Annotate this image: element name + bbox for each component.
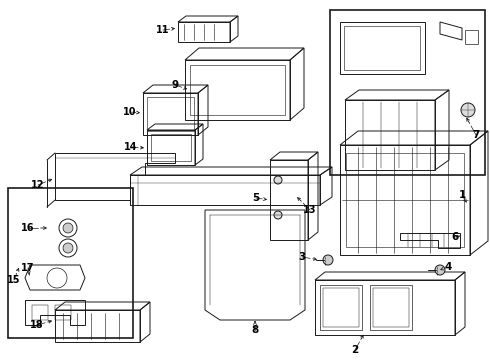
Bar <box>143 93 198 135</box>
Bar <box>8 188 133 338</box>
Text: 16: 16 <box>21 223 35 233</box>
Bar <box>315 280 455 335</box>
Bar <box>178 22 230 42</box>
Bar <box>147 130 195 165</box>
Circle shape <box>274 211 282 219</box>
Bar <box>32 305 48 320</box>
Bar <box>370 285 412 330</box>
Bar <box>346 153 464 247</box>
Bar <box>344 26 420 70</box>
Bar <box>55 305 71 320</box>
Bar <box>320 285 362 330</box>
Text: 10: 10 <box>123 107 137 117</box>
Bar <box>185 60 290 120</box>
Bar <box>323 288 359 327</box>
Bar <box>330 10 485 175</box>
Bar <box>345 100 435 170</box>
Text: 17: 17 <box>21 263 35 273</box>
Bar <box>373 288 409 327</box>
Bar <box>151 134 191 161</box>
Circle shape <box>461 103 475 117</box>
Circle shape <box>63 243 73 253</box>
Bar <box>190 65 285 115</box>
Bar <box>340 22 425 74</box>
Text: 8: 8 <box>251 325 259 335</box>
Text: 14: 14 <box>124 142 138 152</box>
Circle shape <box>323 255 333 265</box>
Circle shape <box>274 176 282 184</box>
Text: 11: 11 <box>156 25 170 35</box>
Bar <box>340 145 470 255</box>
Circle shape <box>63 223 73 233</box>
Text: 12: 12 <box>31 180 45 190</box>
Text: 3: 3 <box>298 252 306 262</box>
Text: 1: 1 <box>458 190 466 200</box>
Text: 6: 6 <box>451 232 459 242</box>
Text: 7: 7 <box>472 130 480 140</box>
Bar <box>270 160 308 240</box>
Text: 13: 13 <box>303 205 317 215</box>
Text: 15: 15 <box>7 275 21 285</box>
Text: 2: 2 <box>351 345 359 355</box>
Text: 9: 9 <box>172 80 178 90</box>
Text: 4: 4 <box>444 262 452 272</box>
Text: 5: 5 <box>252 193 260 203</box>
Text: 18: 18 <box>30 320 44 330</box>
Bar <box>55 310 140 342</box>
Circle shape <box>435 265 445 275</box>
Bar <box>147 97 194 131</box>
